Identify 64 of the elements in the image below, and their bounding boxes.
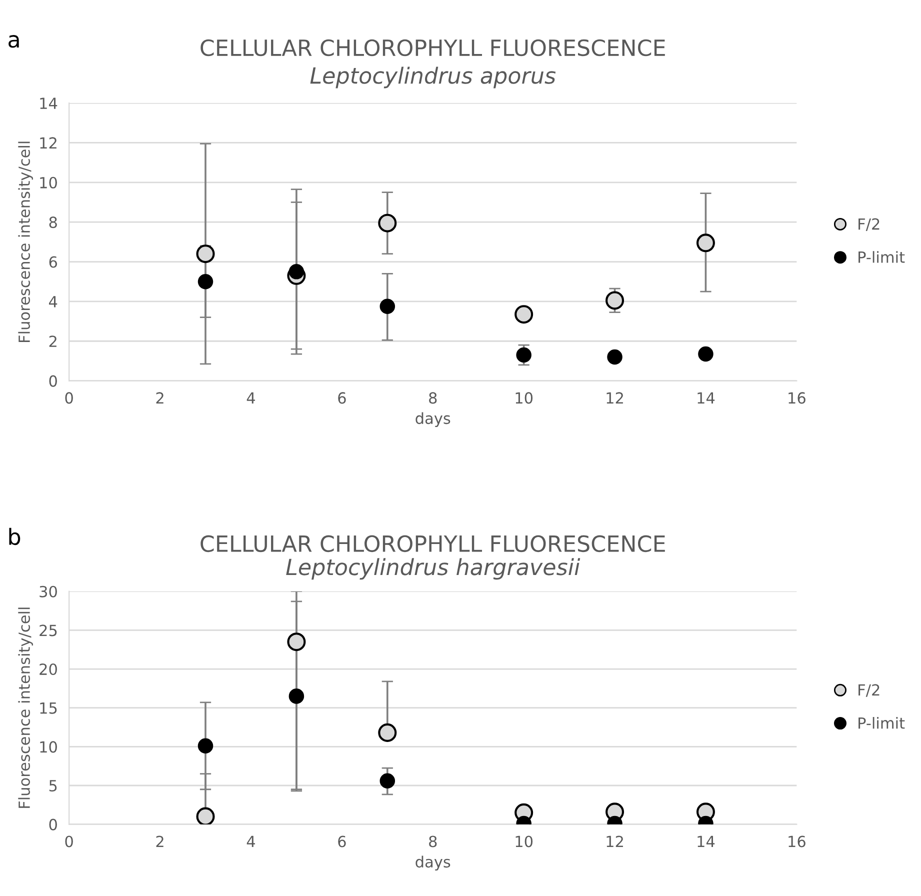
chart-subtitle: Leptocylindrus aporus — [310, 66, 556, 88]
point — [378, 723, 397, 742]
legend-label: F/2 — [858, 218, 880, 231]
x-tick-label: 4 — [246, 836, 255, 848]
y-tick-label: 12 — [40, 137, 56, 149]
y-tick-label: 20 — [40, 663, 57, 676]
text: a — [8, 35, 19, 48]
y-tick-label: 14 — [40, 98, 58, 109]
point — [607, 349, 622, 365]
y-tick-label: 8 — [49, 216, 57, 228]
x-tick-label: 2 — [156, 836, 164, 848]
y-tick-label: 10 — [40, 176, 57, 188]
y-axis-title: Fluorescence intensity/cell — [18, 608, 33, 808]
y-tick-label: 10 — [40, 741, 57, 753]
x-tick-label: 16 — [788, 392, 806, 404]
x-tick-label: 0 — [65, 836, 73, 848]
x-tick-label: 10 — [516, 836, 533, 848]
x-tick-label: 14 — [698, 392, 715, 404]
x-tick-label: 12 — [606, 392, 623, 404]
y-tick-label: 6 — [49, 256, 57, 268]
y-tick-label: 0 — [49, 375, 57, 387]
x-tick-label: 0 — [65, 392, 73, 404]
point — [378, 214, 397, 232]
text: b — [9, 528, 20, 546]
x-tick-label: 6 — [338, 392, 346, 404]
y-tick-label: 25 — [40, 624, 57, 636]
point — [514, 305, 534, 324]
point — [698, 346, 714, 362]
x-tick-label: 4 — [246, 392, 255, 404]
y-axis-title: Fluorescence intensity/cell — [18, 142, 33, 342]
x-tick-label: 8 — [429, 392, 437, 404]
y-tick-label: 5 — [49, 780, 57, 792]
y-tick-label: 30 — [40, 586, 57, 598]
point — [288, 688, 304, 704]
x-tick-label: 16 — [788, 836, 806, 848]
chart-title: CELLULAR CHLOROPHYLL FLUORESCENCE — [200, 535, 665, 552]
x-axis-title: days — [416, 412, 450, 428]
y-tick-label: 0 — [49, 818, 57, 830]
x-tick-label: 6 — [338, 836, 346, 848]
legend-label: F/2 — [858, 684, 880, 697]
x-tick-label: 14 — [698, 836, 715, 848]
point — [606, 291, 624, 310]
point — [288, 264, 304, 280]
point — [196, 807, 215, 824]
point — [696, 234, 715, 252]
point — [380, 298, 396, 314]
x-tick-label: 8 — [429, 836, 437, 848]
point — [198, 274, 214, 290]
x-tick-label: 12 — [606, 836, 623, 848]
legend-label: P-limit — [858, 251, 905, 263]
point — [198, 738, 214, 754]
legend-label: P-limit — [858, 717, 905, 729]
chart-subtitle: Leptocylindrus hargravesii — [286, 558, 580, 580]
y-tick-label: 2 — [49, 336, 56, 347]
x-tick-label: 2 — [156, 392, 164, 404]
chart-title: CELLULAR CHLOROPHYLL FLUORESCENCE — [200, 39, 665, 56]
y-tick-label: 4 — [48, 296, 58, 308]
point — [196, 244, 215, 264]
x-axis-title: days — [416, 856, 450, 871]
point — [516, 347, 532, 363]
point — [287, 632, 306, 652]
point — [380, 773, 396, 788]
y-tick-label: 15 — [40, 702, 57, 714]
x-tick-label: 10 — [516, 392, 533, 404]
